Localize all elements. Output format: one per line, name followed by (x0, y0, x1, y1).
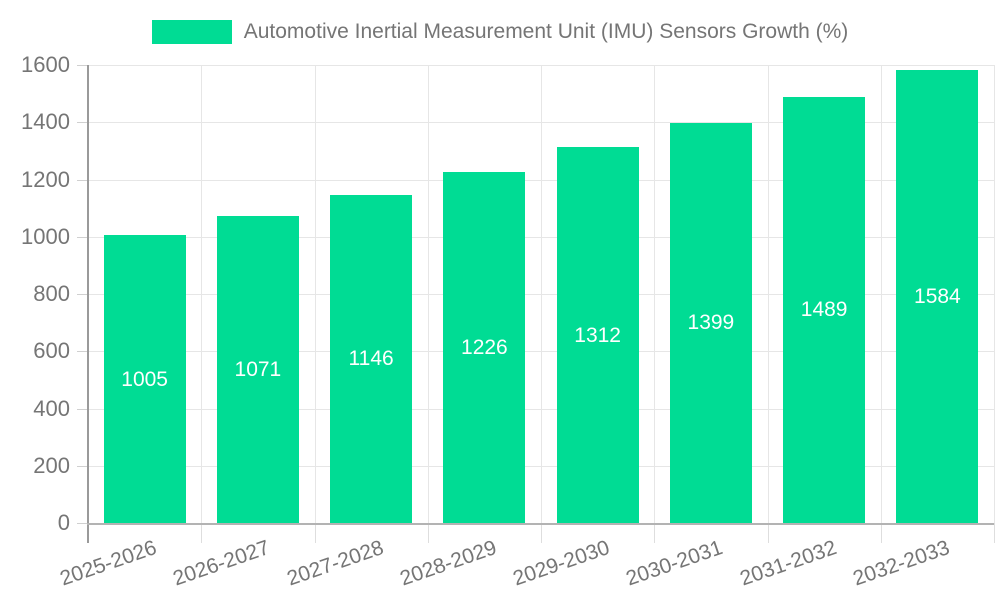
bar-value-label: 1489 (800, 298, 848, 322)
gridline-vertical (201, 65, 203, 523)
gridline-vertical (427, 65, 429, 523)
bar[interactable]: 1489 (783, 96, 866, 523)
gridline-vertical (880, 65, 882, 523)
x-axis-tick (427, 523, 429, 543)
y-axis-tick (77, 523, 88, 524)
gridline-vertical (541, 65, 542, 523)
x-axis-tick (541, 523, 542, 543)
x-axis-tick (767, 523, 769, 543)
y-axis-tick-label: 1000 (21, 223, 70, 249)
y-axis-line (87, 65, 89, 543)
bar[interactable]: 1146 (330, 194, 413, 523)
y-axis-tick-label: 0 (57, 510, 70, 535)
legend-label: Automotive Inertial Measurement Unit (IM… (243, 20, 849, 43)
x-axis-label: 2029-2030 (510, 536, 613, 591)
legend[interactable]: Automotive Inertial Measurement Unit (IM… (0, 20, 1000, 44)
legend-swatch (151, 20, 232, 44)
y-axis-tick-label: 200 (33, 452, 70, 478)
bar-value-label: 1226 (461, 336, 508, 360)
y-axis-tick (77, 294, 88, 295)
bar-value-label: 1312 (574, 323, 621, 347)
bar[interactable]: 1312 (556, 147, 639, 523)
x-axis-label: 2032-2033 (850, 536, 953, 591)
y-axis-tick (77, 65, 88, 66)
x-axis-label: 2028-2029 (397, 536, 500, 591)
y-axis-tick (77, 465, 88, 467)
bar-value-label: 1146 (348, 347, 394, 371)
y-axis-tick (77, 122, 88, 124)
x-axis-label: 2025-2026 (57, 536, 160, 591)
y-axis-tick-label: 800 (33, 281, 70, 306)
x-axis-tick (994, 523, 995, 543)
x-axis-label: 2031-2032 (736, 536, 840, 591)
y-axis-tick (77, 236, 88, 238)
bar-value-label: 1005 (121, 367, 168, 391)
y-axis-tick-label: 1600 (21, 52, 70, 77)
x-axis-tick (880, 523, 882, 543)
y-axis-tick (77, 179, 88, 181)
bar-value-label: 1071 (234, 358, 282, 382)
x-axis-tick (654, 523, 656, 543)
gridline-vertical (767, 65, 769, 523)
gridline-vertical (654, 65, 656, 523)
y-axis-tick-label: 600 (33, 338, 70, 364)
x-axis-line (87, 523, 994, 525)
y-axis-tick (77, 408, 88, 410)
y-axis-tick-label: 1200 (21, 166, 70, 192)
y-axis-tick-label: 400 (33, 395, 70, 421)
bar[interactable]: 1584 (896, 69, 979, 523)
gridline-vertical (994, 65, 995, 523)
x-axis-label: 2026-2027 (170, 536, 274, 591)
bar-value-label: 1584 (914, 284, 961, 308)
bar[interactable]: 1399 (669, 122, 752, 523)
gridline-vertical (314, 65, 316, 523)
bar[interactable]: 1005 (103, 235, 186, 523)
x-axis-tick (201, 523, 203, 543)
x-axis-tick (314, 523, 316, 543)
bar-value-label: 1399 (687, 311, 735, 335)
bar[interactable]: 1226 (443, 172, 526, 523)
bar[interactable]: 1071 (216, 216, 299, 523)
y-axis-tick (77, 351, 88, 353)
y-axis-tick-label: 1400 (21, 109, 70, 135)
x-axis-label: 2027-2028 (283, 536, 387, 591)
x-axis-label: 2030-2031 (623, 536, 727, 591)
